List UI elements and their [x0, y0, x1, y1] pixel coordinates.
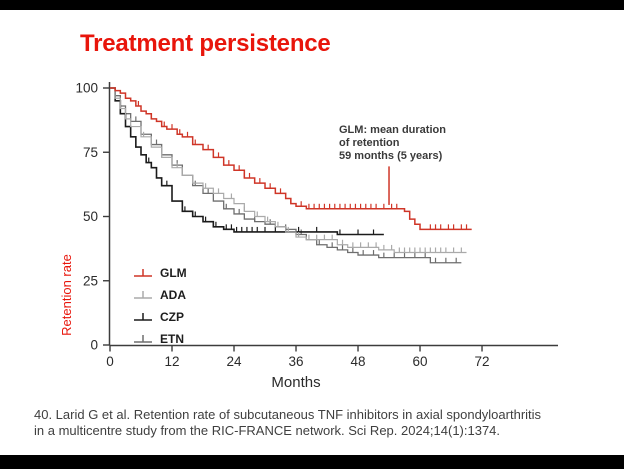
legend-label-ada: ADA	[160, 288, 186, 302]
glm-annotation-line3: 59 months (5 years)	[339, 150, 443, 162]
letterbox-bottom-bar	[0, 455, 624, 469]
series-CZP	[110, 87, 384, 236]
y-tick-label: 100	[75, 81, 98, 96]
legend-item-etn: ETN	[133, 328, 187, 350]
x-tick-label: 48	[351, 354, 366, 369]
citation-line2: in a multicentre study from the RIC-FRAN…	[34, 422, 501, 438]
legend-item-ada: ADA	[133, 284, 187, 306]
glm-annotation-line1: GLM: mean duration	[339, 124, 446, 136]
y-axis-label: Retention rate	[59, 254, 74, 336]
glm-annotation: GLM: mean duration of retention 59 month…	[339, 124, 469, 163]
x-tick-label: 24	[226, 354, 242, 369]
km-curve-ADA	[110, 87, 467, 254]
legend: GLM ADA CZP ETN	[133, 262, 187, 350]
x-tick-label: 12	[164, 354, 179, 369]
legend-label-czp: CZP	[160, 310, 184, 324]
legend-item-czp: CZP	[133, 306, 187, 328]
censor-symbol-icon	[134, 269, 152, 277]
censor-symbol-icon	[134, 313, 152, 321]
letterbox-top-bar	[0, 0, 624, 10]
y-tick-label: 0	[90, 338, 98, 353]
citation-line1: 40. Larid G et al. Retention rate of sub…	[34, 407, 542, 422]
y-tick-label: 75	[83, 145, 98, 160]
y-tick-label: 25	[83, 273, 98, 288]
km-curve-CZP	[110, 87, 384, 236]
legend-label-glm: GLM	[160, 266, 187, 280]
axes: 0 12 24 36 48 60 72 0 25 50 75 100 Months	[75, 81, 558, 391]
chart-title: Treatment persistence	[80, 30, 331, 57]
x-axis-label: Months	[271, 374, 320, 391]
x-tick-label: 60	[413, 354, 428, 369]
x-tick-label: 72	[475, 354, 490, 369]
series-GLM	[110, 87, 472, 231]
censor-symbol-icon	[134, 335, 152, 343]
legend-label-etn: ETN	[160, 332, 184, 346]
citation: 40. Larid G et al. Retention rate of sub…	[34, 407, 609, 438]
glm-annotation-line2: of retention	[339, 137, 400, 149]
legend-item-glm: GLM	[133, 262, 187, 284]
series-ADA	[110, 87, 467, 254]
x-tick-label: 36	[288, 354, 303, 369]
censor-symbol-icon	[134, 291, 152, 299]
x-tick-label: 0	[106, 354, 114, 369]
km-curve-ETN	[110, 87, 462, 264]
y-tick-label: 50	[83, 209, 98, 224]
series-ETN	[110, 87, 462, 264]
